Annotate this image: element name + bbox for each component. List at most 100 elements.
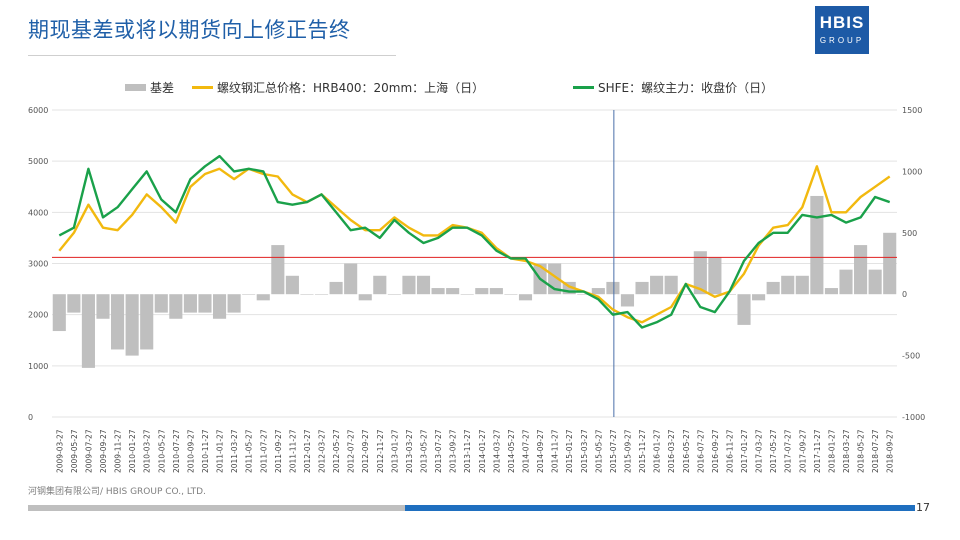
y-right-tick-label: -500 — [902, 352, 920, 361]
basis-bar — [81, 294, 95, 368]
basis-bar — [227, 294, 241, 313]
x-tick-label: 2018-03-27 — [842, 429, 851, 473]
basis-bar — [300, 294, 314, 295]
basis-bar — [402, 275, 416, 295]
basis-bar — [344, 263, 358, 295]
futures-price-line — [58, 154, 891, 329]
x-tick-label: 2012-05-27 — [332, 429, 341, 473]
x-tick-label: 2015-09-27 — [623, 429, 632, 473]
x-tick-label: 2009-03-27 — [55, 429, 64, 473]
x-tick-label: 2012-09-27 — [361, 429, 370, 473]
basis-bar — [198, 294, 212, 313]
x-tick-label: 2010-07-27 — [172, 429, 181, 473]
basis-bar — [664, 275, 678, 295]
page-number: 17 — [916, 501, 930, 514]
basis-bar — [256, 294, 270, 301]
x-tick-label: 2011-05-27 — [245, 429, 254, 473]
chart-legend: 基差 螺纹钢汇总价格：HRB400：20mm：上海（日） SHFE：螺纹主力：收盘价… — [125, 80, 773, 95]
basis-bar — [416, 275, 431, 295]
x-tick-label: 2015-07-27 — [609, 429, 618, 473]
x-tick-label: 2013-03-27 — [405, 429, 414, 473]
x-tick-label: 2017-11-27 — [813, 429, 822, 473]
x-tick-label: 2017-01-27 — [740, 429, 749, 473]
basis-bar — [212, 294, 227, 319]
x-tick-label: 2016-07-27 — [696, 429, 705, 473]
x-tick-label: 2010-05-27 — [157, 429, 166, 473]
basis-bar — [329, 281, 343, 295]
x-tick-label: 2012-03-27 — [318, 429, 327, 473]
basis-bar — [737, 294, 751, 325]
y-right-tick-label: -1000 — [902, 413, 925, 422]
basis-bar — [635, 281, 649, 295]
basis-bar — [883, 232, 897, 295]
footer-company: 河钢集团有限公司/ HBIS GROUP CO., LTD. — [28, 487, 206, 497]
x-tick-label: 2017-05-27 — [769, 429, 778, 473]
x-tick-label: 2011-07-27 — [259, 429, 268, 473]
x-tick-label: 2015-01-27 — [565, 429, 574, 473]
basis-bar — [358, 294, 372, 301]
x-tick-label: 2016-05-27 — [682, 429, 691, 473]
basis-bar — [96, 294, 110, 319]
basis-bar — [722, 294, 737, 295]
basis-bar — [839, 269, 853, 295]
basis-bar — [125, 294, 139, 356]
x-tick-label: 2015-11-27 — [638, 429, 647, 473]
x-tick-label: 2014-09-27 — [536, 429, 545, 473]
basis-bar — [111, 294, 125, 350]
legend-label: 螺纹钢汇总价格：HRB400：20mm：上海（日） — [217, 80, 484, 95]
x-tick-label: 2009-11-27 — [114, 429, 123, 473]
basis-bar — [285, 275, 299, 295]
title-divider — [28, 55, 396, 56]
basis-bar — [52, 294, 66, 332]
x-tick-label: 2013-07-27 — [434, 429, 443, 473]
basis-bar — [140, 294, 154, 350]
basis-bar — [752, 294, 766, 301]
logo-sub-text: GROUP — [819, 36, 865, 45]
x-tick-label: 2017-03-27 — [755, 429, 764, 473]
x-tick-label: 2009-09-27 — [99, 429, 108, 473]
y-right-tick-label: 1000 — [902, 167, 922, 176]
basis-bar — [446, 288, 460, 295]
legend-label: SHFE：螺纹主力：收盘价（日） — [598, 80, 773, 95]
x-tick-label: 2012-01-27 — [303, 429, 312, 473]
x-tick-label: 2009-05-27 — [70, 429, 79, 473]
footer-bar-blue — [405, 505, 915, 511]
x-tick-label: 2017-07-27 — [784, 429, 793, 473]
x-tick-label: 2009-07-27 — [84, 429, 93, 473]
x-tick-label: 2011-01-27 — [216, 429, 225, 473]
basis-bar — [577, 294, 591, 295]
basis-bar — [169, 294, 183, 319]
basis-bar — [824, 288, 838, 295]
basis-bar — [475, 288, 489, 295]
x-tick-label: 2011-03-27 — [230, 429, 239, 473]
basis-bar — [679, 294, 693, 295]
basis-bar — [67, 294, 81, 313]
x-tick-label: 2014-01-27 — [478, 429, 487, 473]
y-left-tick-label: 5000 — [28, 157, 48, 166]
basis-bar — [271, 245, 285, 295]
basis-bar — [183, 294, 197, 313]
hbis-logo: HBIS GROUP — [815, 6, 869, 54]
y-right-tick-label: 500 — [902, 229, 917, 238]
basis-bar — [373, 275, 387, 295]
y-left-tick-label: 0 — [28, 413, 33, 422]
x-tick-label: 2013-05-27 — [420, 429, 429, 473]
logo-main-text: HBIS — [819, 13, 865, 32]
basis-bar — [242, 294, 256, 295]
x-tick-label: 2016-03-27 — [667, 429, 676, 473]
x-tick-label: 2010-11-27 — [201, 429, 210, 473]
basis-bar — [795, 275, 809, 295]
x-tick-label: 2014-07-27 — [521, 429, 530, 473]
x-tick-label: 2012-07-27 — [347, 429, 356, 473]
x-tick-label: 2010-01-27 — [128, 429, 137, 473]
x-tick-label: 2018-09-27 — [886, 429, 895, 473]
page-title: 期现基差或将以期货向上修正告终 — [28, 18, 351, 42]
basis-bar — [460, 294, 474, 295]
basis-bar — [387, 294, 401, 295]
x-tick-label: 2010-03-27 — [143, 429, 152, 473]
x-tick-label: 2013-01-27 — [390, 429, 399, 473]
basis-bar — [606, 281, 620, 295]
basis-bar — [781, 275, 795, 295]
x-tick-label: 2018-01-27 — [827, 429, 836, 473]
x-tick-label: 2014-05-27 — [507, 429, 516, 473]
